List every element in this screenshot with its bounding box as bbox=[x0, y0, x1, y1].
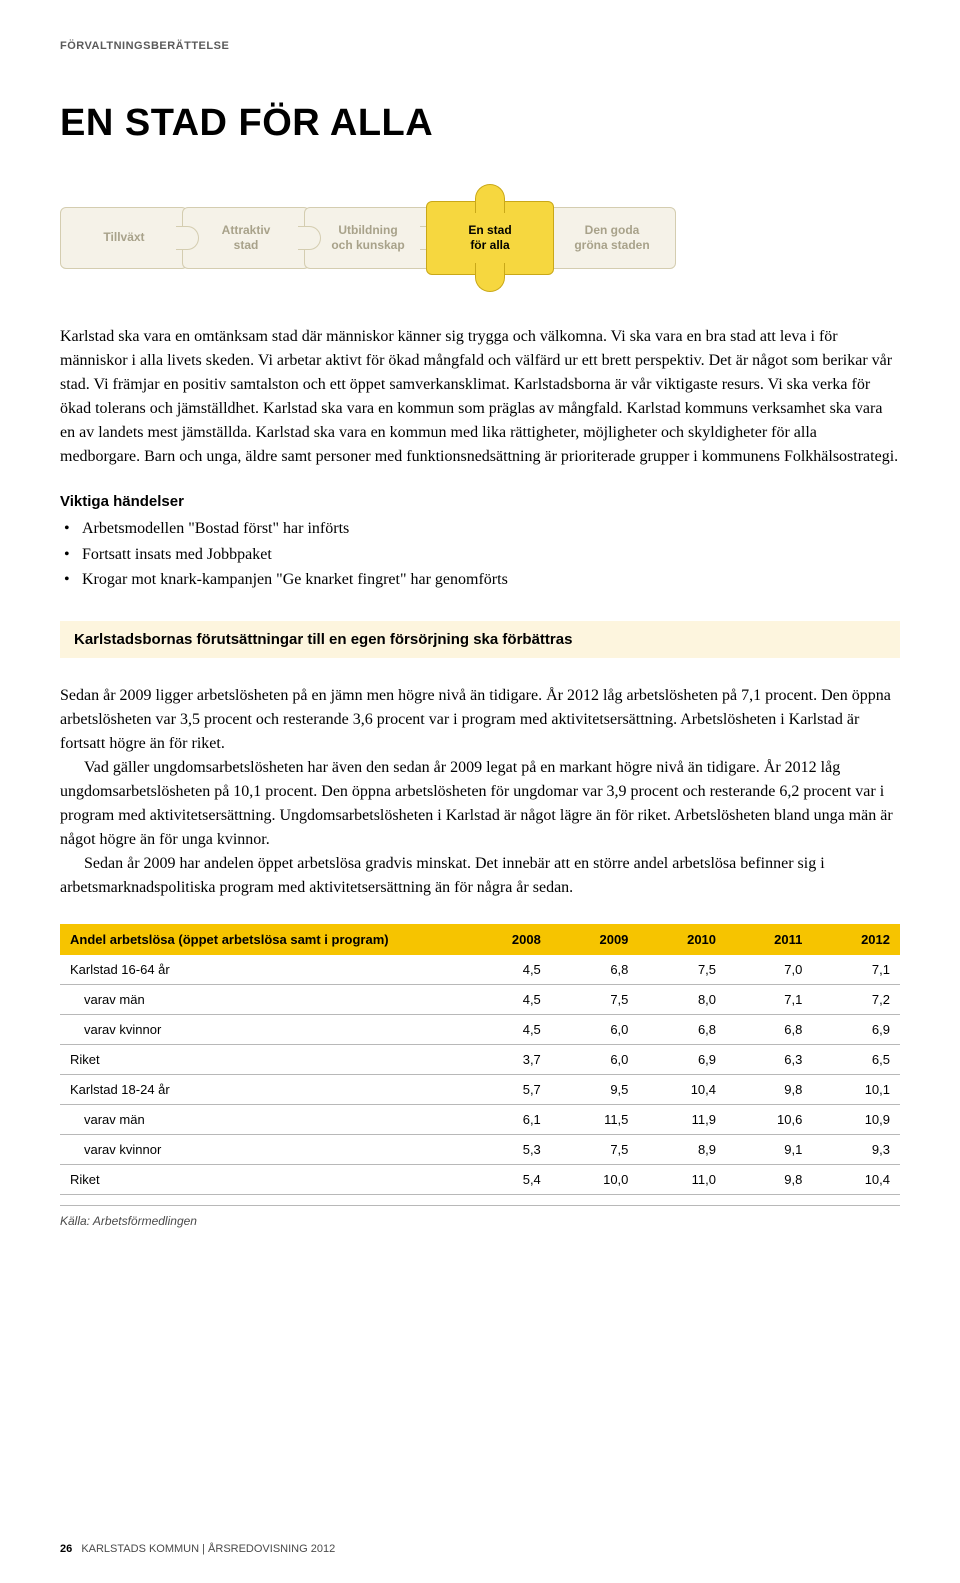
table-row: varav män4,57,58,07,17,2 bbox=[60, 984, 900, 1014]
table-year-header: 2008 bbox=[463, 924, 551, 955]
row-label: Riket bbox=[60, 1164, 463, 1194]
table-row: varav kvinnor4,56,06,86,86,9 bbox=[60, 1014, 900, 1044]
row-value: 7,2 bbox=[812, 984, 900, 1014]
intro-paragraph: Karlstad ska vara en omtänksam stad där … bbox=[60, 325, 900, 469]
row-label: varav kvinnor bbox=[60, 1014, 463, 1044]
row-value: 3,7 bbox=[463, 1044, 551, 1074]
puzzle-piece-1: Attraktivstad bbox=[182, 207, 310, 269]
highlight-box: Karlstadsbornas förutsättningar till en … bbox=[60, 621, 900, 658]
row-label: varav män bbox=[60, 984, 463, 1014]
row-value: 5,3 bbox=[463, 1134, 551, 1164]
table-year-header: 2009 bbox=[551, 924, 639, 955]
row-value: 6,1 bbox=[463, 1104, 551, 1134]
puzzle-piece-0: Tillväxt bbox=[60, 207, 188, 269]
table-source: Källa: Arbetsförmedlingen bbox=[60, 1205, 900, 1228]
unemployment-table: Andel arbetslösa (öppet arbetslösa samt … bbox=[60, 924, 900, 1195]
table-year-header: 2011 bbox=[726, 924, 812, 955]
event-item: Krogar mot knark-kampanjen "Ge knarket f… bbox=[60, 567, 900, 593]
row-value: 7,1 bbox=[812, 955, 900, 985]
body-paragraph-1: Sedan år 2009 ligger arbetslösheten på e… bbox=[60, 684, 900, 756]
row-value: 9,5 bbox=[551, 1074, 639, 1104]
row-value: 6,5 bbox=[812, 1044, 900, 1074]
row-value: 4,5 bbox=[463, 955, 551, 985]
table-row: Riket5,410,011,09,810,4 bbox=[60, 1164, 900, 1194]
event-item: Arbetsmodellen "Bostad först" har infört… bbox=[60, 516, 900, 542]
row-value: 10,4 bbox=[812, 1164, 900, 1194]
table-row: Riket3,76,06,96,36,5 bbox=[60, 1044, 900, 1074]
row-value: 6,8 bbox=[551, 955, 639, 985]
row-label: Riket bbox=[60, 1044, 463, 1074]
row-value: 6,9 bbox=[638, 1044, 726, 1074]
table-row: Karlstad 18-24 år5,79,510,49,810,1 bbox=[60, 1074, 900, 1104]
row-value: 6,0 bbox=[551, 1014, 639, 1044]
row-label: varav kvinnor bbox=[60, 1134, 463, 1164]
body-paragraph-3: Sedan år 2009 har andelen öppet arbetslö… bbox=[60, 852, 900, 900]
row-value: 6,0 bbox=[551, 1044, 639, 1074]
row-value: 6,8 bbox=[726, 1014, 812, 1044]
puzzle-piece-4: Den godagröna staden bbox=[548, 207, 676, 269]
events-list: Arbetsmodellen "Bostad först" har infört… bbox=[60, 516, 900, 593]
row-value: 7,0 bbox=[726, 955, 812, 985]
table-row: varav kvinnor5,37,58,99,19,3 bbox=[60, 1134, 900, 1164]
table-year-header: 2010 bbox=[638, 924, 726, 955]
row-value: 7,1 bbox=[726, 984, 812, 1014]
page-number: 26 bbox=[60, 1543, 72, 1555]
row-value: 11,0 bbox=[638, 1164, 726, 1194]
row-label: Karlstad 16-64 år bbox=[60, 955, 463, 985]
table-title-header: Andel arbetslösa (öppet arbetslösa samt … bbox=[60, 924, 463, 955]
event-item: Fortsatt insats med Jobbpaket bbox=[60, 542, 900, 568]
row-value: 9,8 bbox=[726, 1164, 812, 1194]
row-value: 8,0 bbox=[638, 984, 726, 1014]
row-value: 10,9 bbox=[812, 1104, 900, 1134]
row-value: 6,3 bbox=[726, 1044, 812, 1074]
row-value: 4,5 bbox=[463, 1014, 551, 1044]
row-value: 4,5 bbox=[463, 984, 551, 1014]
row-value: 7,5 bbox=[551, 1134, 639, 1164]
row-value: 5,4 bbox=[463, 1164, 551, 1194]
row-value: 8,9 bbox=[638, 1134, 726, 1164]
table-row: varav män6,111,511,910,610,9 bbox=[60, 1104, 900, 1134]
footer-text: KARLSTADS KOMMUN | ÅRSREDOVISNING 2012 bbox=[81, 1543, 335, 1555]
page-title: EN STAD FÖR ALLA bbox=[60, 102, 900, 145]
highlight-box-text: Karlstadsbornas förutsättningar till en … bbox=[74, 631, 886, 648]
row-value: 7,5 bbox=[551, 984, 639, 1014]
row-label: Karlstad 18-24 år bbox=[60, 1074, 463, 1104]
section-header: FÖRVALTNINGSBERÄTTELSE bbox=[60, 40, 900, 52]
events-heading: Viktiga händelser bbox=[60, 493, 900, 510]
row-value: 9,8 bbox=[726, 1074, 812, 1104]
row-label: varav män bbox=[60, 1104, 463, 1134]
table-row: Karlstad 16-64 år4,56,87,57,07,1 bbox=[60, 955, 900, 985]
row-value: 5,7 bbox=[463, 1074, 551, 1104]
puzzle-piece-2: Utbildningoch kunskap bbox=[304, 207, 432, 269]
row-value: 6,9 bbox=[812, 1014, 900, 1044]
row-value: 11,9 bbox=[638, 1104, 726, 1134]
row-value: 10,1 bbox=[812, 1074, 900, 1104]
row-value: 10,0 bbox=[551, 1164, 639, 1194]
puzzle-piece-3: En stadför alla bbox=[426, 201, 554, 275]
row-value: 6,8 bbox=[638, 1014, 726, 1044]
table-year-header: 2012 bbox=[812, 924, 900, 955]
row-value: 11,5 bbox=[551, 1104, 639, 1134]
page-footer: 26 KARLSTADS KOMMUN | ÅRSREDOVISNING 201… bbox=[60, 1543, 335, 1555]
row-value: 10,4 bbox=[638, 1074, 726, 1104]
puzzle-nav: TillväxtAttraktivstadUtbildningoch kunsk… bbox=[60, 195, 900, 280]
body-paragraph-2: Vad gäller ungdomsarbetslösheten har äve… bbox=[60, 756, 900, 852]
row-value: 7,5 bbox=[638, 955, 726, 985]
row-value: 10,6 bbox=[726, 1104, 812, 1134]
row-value: 9,3 bbox=[812, 1134, 900, 1164]
row-value: 9,1 bbox=[726, 1134, 812, 1164]
